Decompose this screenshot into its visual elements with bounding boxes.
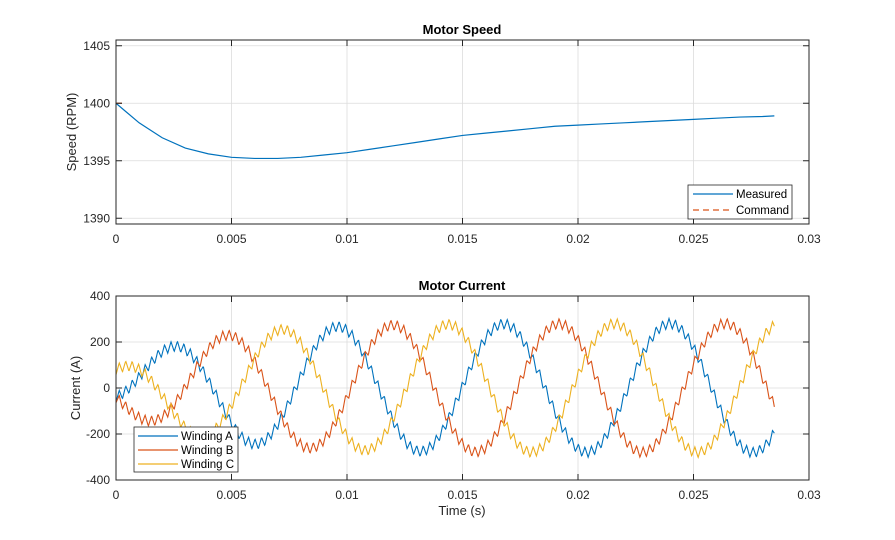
speed-xtick-label: 0.03	[797, 232, 821, 246]
speed-ticks: 0 0.005 0.01 0.015 0.02 0.025 0.03 1390 1395 1400…	[83, 39, 821, 246]
current-ylabel: Current (A)	[68, 356, 83, 420]
current-ytick-label: -400	[86, 473, 110, 487]
legend-command-label: Command	[736, 205, 789, 217]
current-ticks: 0 0.005 0.01 0.015 0.02 0.025 0.03 -400 -200 0 200…	[86, 289, 821, 502]
current-xtick-label: 0.03	[797, 488, 821, 502]
legend-measured-label: Measured	[736, 189, 787, 201]
speed-xtick-label: 0.005	[216, 232, 246, 246]
current-ytick-label: 400	[90, 289, 110, 303]
speed-ylabel: Speed (RPM)	[64, 93, 79, 172]
current-title: Motor Current	[419, 278, 506, 293]
current-xtick-label: 0.015	[447, 488, 477, 502]
speed-xtick-label: 0.01	[335, 232, 359, 246]
current-xtick-label: 0.02	[566, 488, 590, 502]
series-measured	[115, 102, 775, 160]
speed-ytick-label: 1395	[83, 154, 110, 168]
current-ytick-label: 0	[103, 381, 110, 395]
series-winding-c	[115, 317, 775, 460]
legend-winding-c-label: Winding C	[181, 459, 234, 471]
speed-xtick-label: 0.02	[566, 232, 590, 246]
speed-xtick-label: 0	[113, 232, 120, 246]
speed-xtick-label: 0.025	[678, 232, 708, 246]
current-xtick-label: 0.025	[678, 488, 708, 502]
current-xlabel: Time (s)	[438, 503, 485, 518]
current-xtick-label: 0.005	[216, 488, 246, 502]
current-axes: 0 0.005 0.01 0.015 0.02 0.025 0.03 -400 -200 0 200…	[68, 278, 821, 518]
speed-ytick-label: 1405	[83, 39, 110, 53]
current-lines	[115, 316, 775, 460]
speed-title: Motor Speed	[423, 22, 502, 37]
speed-axes: 0 0.005 0.01 0.015 0.02 0.025 0.03 1390 1395 1400…	[64, 22, 821, 246]
speed-legend: Measured Command	[687, 184, 793, 220]
speed-ytick-label: 1400	[83, 96, 110, 110]
legend-winding-a-label: Winding A	[181, 431, 233, 443]
current-ytick-label: 200	[90, 335, 110, 349]
speed-legend-box	[687, 184, 793, 220]
series-winding-a	[115, 316, 775, 459]
speed-xtick-label: 0.015	[447, 232, 477, 246]
speed-ytick-label: 1390	[83, 211, 110, 225]
current-legend: Winding A Winding B Winding C	[133, 426, 239, 473]
current-ytick-label: -200	[86, 427, 110, 441]
series-winding-b	[115, 317, 775, 459]
legend-winding-b-label: Winding B	[181, 445, 234, 457]
current-xtick-label: 0.01	[335, 488, 359, 502]
current-xtick-label: 0	[113, 488, 120, 502]
